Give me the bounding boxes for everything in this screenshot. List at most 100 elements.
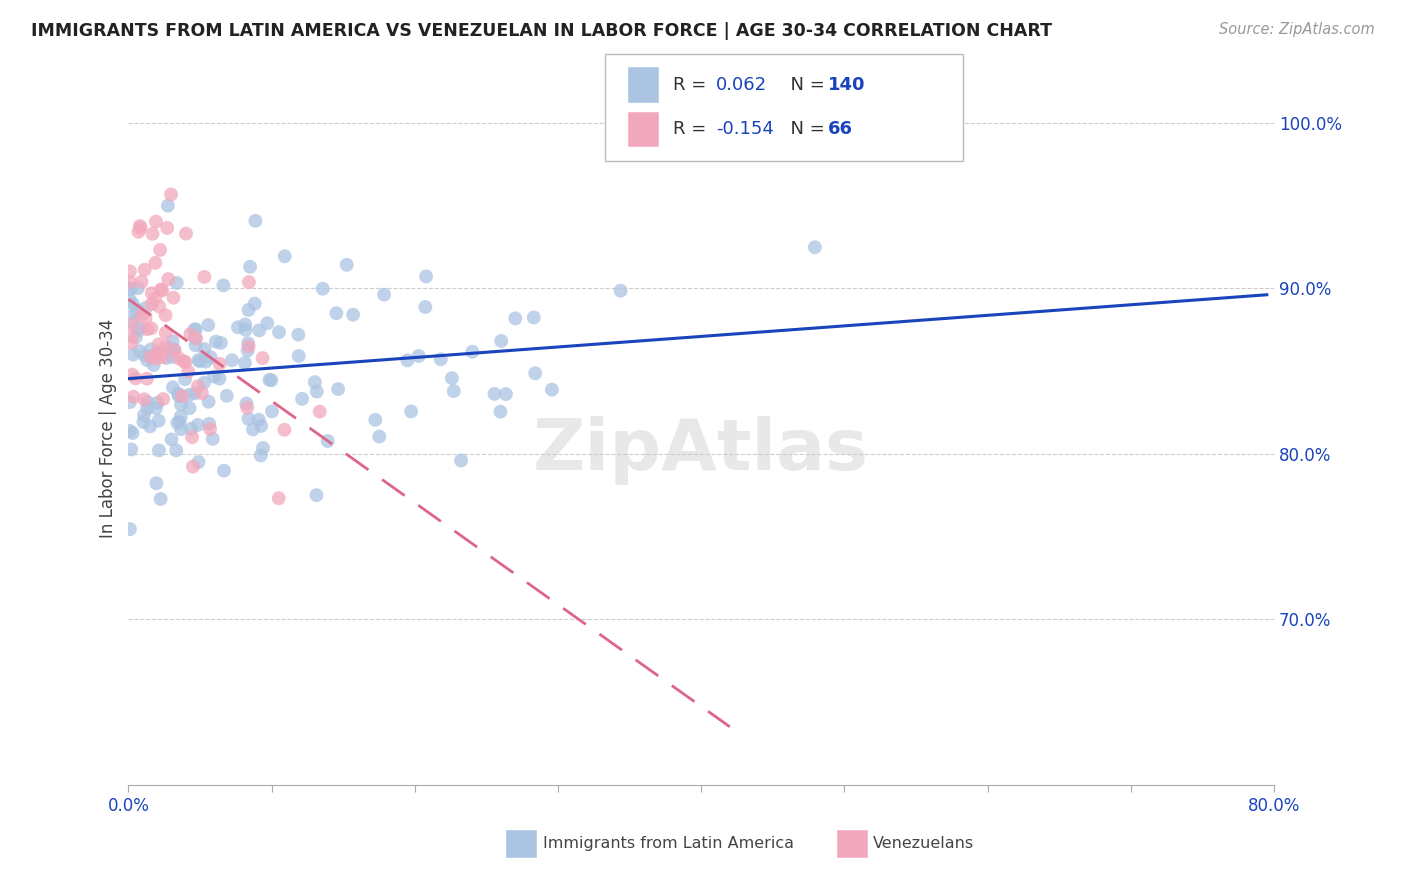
Point [212, 464, 235, 478]
Point [132, 415, 155, 429]
Point [238, 339, 260, 353]
Point [491, 334, 513, 348]
Point [238, 275, 260, 289]
Point [541, 383, 564, 397]
Point [156, 221, 179, 235]
Point [187, 379, 209, 393]
Point [127, 321, 149, 335]
Point [127, 302, 149, 317]
Point [245, 214, 267, 228]
Text: 140: 140 [828, 76, 866, 94]
Point [118, 424, 141, 438]
Point [174, 372, 197, 386]
Point [141, 321, 163, 335]
Point [236, 401, 259, 415]
Text: Source: ZipAtlas.com: Source: ZipAtlas.com [1219, 22, 1375, 37]
Point [181, 430, 204, 444]
Point [118, 395, 141, 409]
Point [167, 351, 190, 366]
Point [136, 353, 159, 368]
Y-axis label: In Labor Force | Age 30-34: In Labor Force | Age 30-34 [100, 319, 117, 539]
Point [179, 326, 201, 341]
Point [149, 491, 172, 506]
Point [129, 219, 152, 233]
Point [142, 358, 165, 372]
Point [146, 346, 169, 360]
Point [156, 199, 179, 213]
Point [274, 249, 297, 263]
Point [184, 338, 207, 352]
Point [170, 409, 193, 424]
Point [150, 282, 173, 296]
Point [364, 413, 387, 427]
Point [121, 297, 143, 311]
Point [239, 260, 262, 274]
Point [174, 355, 197, 369]
Point [252, 441, 274, 455]
Point [121, 315, 143, 329]
Point [143, 256, 166, 270]
Point [141, 297, 163, 311]
Text: N =: N = [779, 76, 831, 94]
Point [145, 476, 167, 491]
Point [148, 337, 170, 351]
Point [122, 348, 145, 362]
Point [160, 187, 183, 202]
Point [187, 353, 209, 368]
Point [804, 240, 827, 254]
Point [287, 349, 309, 363]
Point [172, 389, 194, 403]
Point [368, 429, 391, 443]
Point [197, 394, 219, 409]
Point [247, 323, 270, 337]
Point [121, 329, 143, 343]
Point [120, 335, 142, 350]
Point [145, 214, 167, 228]
Point [188, 354, 211, 368]
Point [200, 351, 222, 365]
Point [128, 323, 150, 337]
Point [238, 411, 260, 425]
Point [316, 434, 339, 448]
Point [162, 291, 184, 305]
Point [141, 286, 163, 301]
Point [155, 308, 177, 322]
Point [259, 373, 281, 387]
Point [415, 269, 437, 284]
Point [187, 455, 209, 469]
Point [134, 310, 156, 325]
Point [247, 413, 270, 427]
Point [373, 287, 395, 301]
Point [135, 301, 157, 315]
Text: IMMIGRANTS FROM LATIN AMERICA VS VENEZUELAN IN LABOR FORCE | AGE 30-34 CORRELATI: IMMIGRANTS FROM LATIN AMERICA VS VENEZUE… [31, 22, 1052, 40]
Point [252, 351, 274, 365]
Text: -0.154: -0.154 [716, 120, 773, 138]
Point [197, 318, 219, 332]
Point [256, 316, 278, 330]
Point [325, 306, 347, 320]
Point [308, 404, 330, 418]
Point [233, 318, 256, 332]
Point [193, 342, 215, 356]
Point [162, 380, 184, 394]
Point [166, 276, 188, 290]
Point [177, 388, 200, 402]
Point [198, 422, 221, 436]
Point [183, 323, 205, 337]
Point [201, 432, 224, 446]
Point [242, 422, 264, 436]
Point [150, 284, 173, 298]
Point [148, 345, 170, 359]
Point [233, 356, 256, 370]
Point [187, 417, 209, 432]
Point [121, 368, 143, 382]
Point [148, 443, 170, 458]
Point [170, 422, 193, 436]
Text: 0.062: 0.062 [716, 76, 766, 94]
Point [132, 408, 155, 422]
Point [180, 422, 202, 436]
Point [205, 334, 228, 349]
Point [336, 258, 359, 272]
Point [121, 318, 143, 332]
Point [408, 349, 430, 363]
